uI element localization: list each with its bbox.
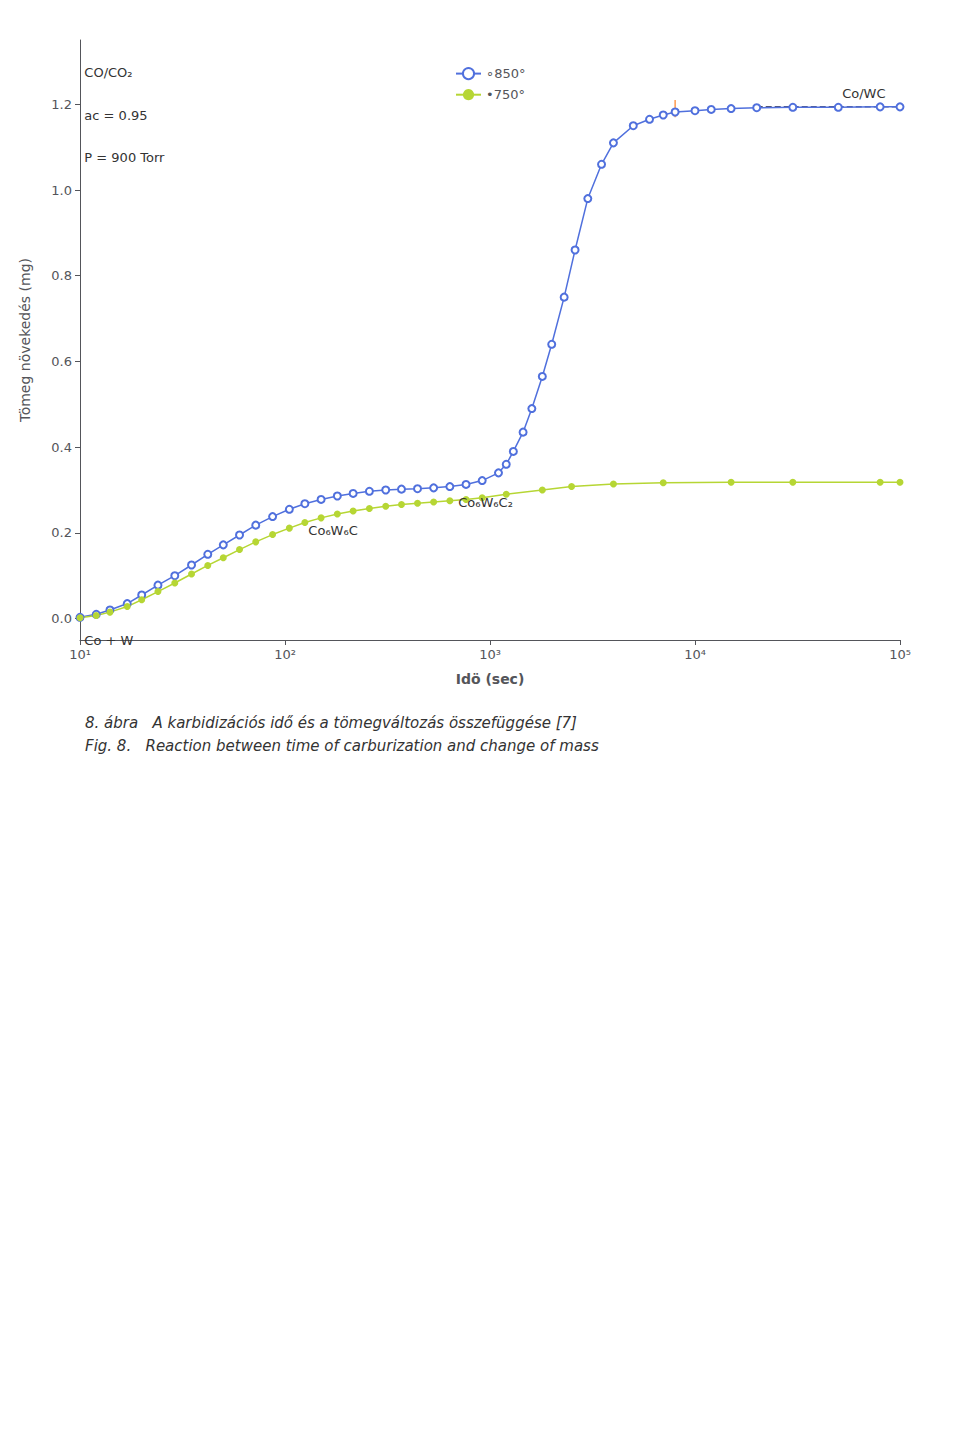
svg-text:P = 900 Torr: P = 900 Torr xyxy=(84,150,165,165)
svg-text:10³: 10³ xyxy=(479,647,501,662)
svg-text:10⁵: 10⁵ xyxy=(889,647,911,662)
svg-text:10¹: 10¹ xyxy=(69,647,91,662)
svg-text:0.6: 0.6 xyxy=(51,354,72,369)
svg-text:0.8: 0.8 xyxy=(51,268,72,283)
svg-text:•750°: •750° xyxy=(486,87,525,102)
svg-text:1.0: 1.0 xyxy=(51,183,72,198)
svg-text:Co₆W₆C: Co₆W₆C xyxy=(308,523,357,538)
svg-text:0.2: 0.2 xyxy=(51,525,72,540)
svg-text:8. ábra A karbidizációs idő: 8. ábra A karbidizációs idő és a tömegvá… xyxy=(85,714,577,732)
svg-text:Idö (sec): Idö (sec) xyxy=(456,671,525,687)
svg-text:Fig. 8. Reaction between tim: Fig. 8. Reaction between time of carburi… xyxy=(85,737,599,755)
svg-text:10⁴: 10⁴ xyxy=(684,647,706,662)
svg-text:Tömeg növekedés (mg): Tömeg növekedés (mg) xyxy=(17,258,33,423)
svg-text:∘850°: ∘850° xyxy=(486,66,525,81)
svg-text:0.4: 0.4 xyxy=(51,440,72,455)
svg-text:CO/CO₂: CO/CO₂ xyxy=(84,65,132,80)
svg-text:Co + W: Co + W xyxy=(84,633,133,648)
svg-text:10²: 10² xyxy=(274,647,296,662)
svg-text:1.2: 1.2 xyxy=(51,97,72,112)
svg-text:0.0: 0.0 xyxy=(51,611,72,626)
svg-text:Co₆W₆C₂: Co₆W₆C₂ xyxy=(458,495,513,510)
svg-text:Co/WC: Co/WC xyxy=(842,86,885,101)
svg-text:aᴄ = 0.95: aᴄ = 0.95 xyxy=(84,108,147,123)
